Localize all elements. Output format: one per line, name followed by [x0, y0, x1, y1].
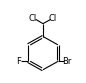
- Text: Br: Br: [62, 57, 71, 66]
- Text: F: F: [16, 57, 21, 66]
- Text: Cl: Cl: [29, 14, 37, 23]
- Text: Cl: Cl: [49, 14, 57, 23]
